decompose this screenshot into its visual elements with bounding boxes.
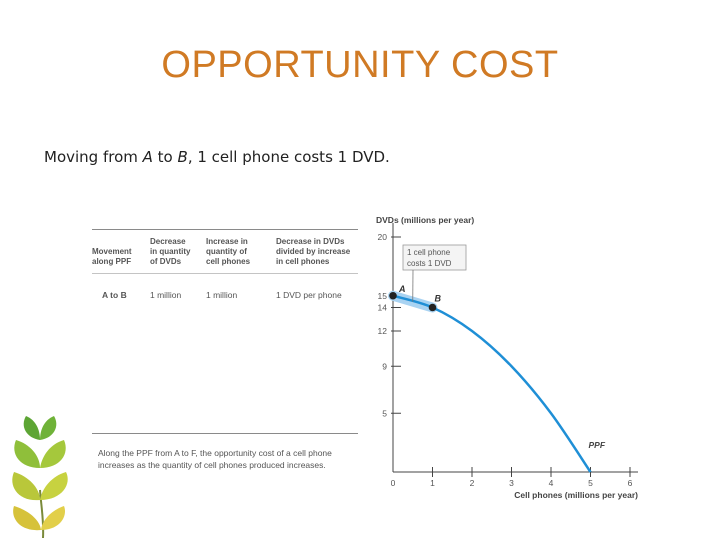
slide-title: OPPORTUNITY COST	[161, 44, 559, 86]
point-B	[428, 303, 437, 312]
body-suffix: , 1 cell phone costs 1 DVD.	[187, 148, 390, 166]
table-row: A to B 1 million 1 million 1 DVD per pho…	[92, 274, 358, 300]
callout: 1 cell phone costs 1 DVD	[402, 244, 467, 302]
callout-line-2: costs 1 DVD	[407, 259, 452, 268]
y-tick-label-14: 14	[378, 303, 388, 313]
header-movement: Movement along PPF	[92, 247, 132, 266]
body-point-b: B	[177, 148, 188, 166]
x-tick-label-0: 0	[391, 478, 396, 488]
callout-box	[402, 244, 467, 271]
header-decrease-dvds: Decrease in quantity of DVDs	[150, 237, 191, 266]
table-top-rule	[92, 229, 358, 230]
x-tick-label-2: 2	[470, 478, 475, 488]
callout-line-1: 1 cell phone	[407, 248, 451, 257]
y-tick-label-20: 20	[378, 232, 388, 242]
ginkgo-leaf-decoration	[12, 416, 68, 539]
y-axis-label: DVDs (millions per year)	[376, 215, 474, 225]
point-A	[389, 291, 397, 300]
y-tick-label-9: 9	[382, 361, 387, 371]
body-middle: to	[152, 148, 178, 166]
y-tick-label-12: 12	[378, 326, 388, 336]
slide-body-text: Moving from A to B, 1 cell phone costs 1…	[44, 148, 390, 166]
header-increase-phones: Increase in quantity of cell phones	[206, 237, 251, 266]
opportunity-cost-table: Movement along PPF Decrease in quantity of …	[92, 229, 358, 300]
note-text: Along the PPF from A to F, the opportuni…	[98, 448, 332, 470]
cell-movement: A to B	[102, 290, 127, 300]
header-ratio: Decrease in DVDs divided by increase in ce…	[276, 237, 351, 266]
cell-increase-phones: 1 million	[206, 290, 238, 300]
y-tick-label-5: 5	[382, 408, 387, 418]
point-label-B: B	[435, 294, 442, 304]
table-note: Along the PPF from A to F, the opportuni…	[92, 433, 358, 471]
cell-ratio: 1 DVD per phone	[276, 290, 342, 300]
table-header-row: Movement along PPF Decrease in quantity of …	[92, 230, 358, 267]
body-prefix: Moving from	[44, 148, 143, 166]
x-axis-label: Cell phones (millions per year)	[514, 490, 638, 500]
y-tick-label-15: 15	[378, 291, 388, 301]
x-tick-label-3: 3	[509, 478, 514, 488]
x-tick-label-5: 5	[588, 478, 593, 488]
point-label-A: A	[398, 284, 406, 294]
ppf-curve	[392, 294, 592, 473]
note-rule	[92, 433, 358, 434]
x-tick-label-6: 6	[628, 478, 633, 488]
table-header-rule	[92, 273, 358, 274]
cell-decrease-dvds: 1 million	[150, 290, 182, 300]
series-label-ppf: PPF	[589, 440, 606, 450]
x-tick-label-1: 1	[430, 478, 435, 488]
body-point-a: A	[142, 148, 153, 166]
x-tick-label-4: 4	[549, 478, 554, 488]
chart-points: AB	[389, 284, 442, 312]
